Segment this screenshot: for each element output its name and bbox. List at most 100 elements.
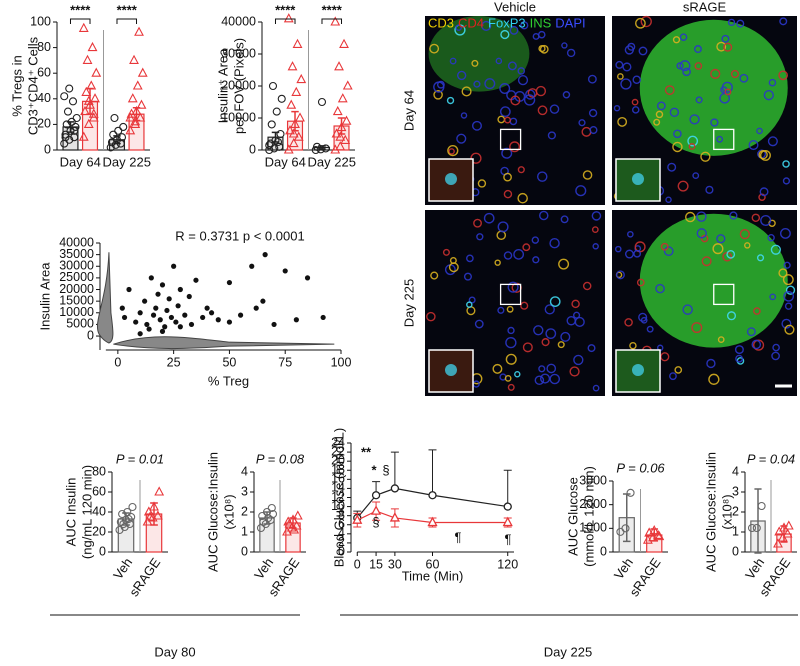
cell	[663, 246, 674, 257]
scatter-point	[126, 286, 132, 293]
cell	[558, 258, 570, 270]
scatter-point	[193, 277, 199, 283]
scatter-point	[282, 268, 288, 274]
cell	[624, 318, 633, 327]
cell	[778, 70, 788, 81]
triangle-marker	[130, 118, 141, 128]
cell	[517, 166, 525, 174]
cell	[507, 326, 515, 335]
cell	[781, 318, 792, 329]
scatter-point	[146, 326, 152, 332]
y-tick-label: 5000	[66, 317, 94, 331]
cell	[520, 21, 529, 30]
error-bar	[622, 493, 631, 543]
scatter-point	[155, 291, 161, 297]
scatter-point	[175, 303, 181, 309]
y-tick-label: 18	[331, 463, 345, 477]
scatter-point	[157, 317, 163, 323]
triangle-marker	[87, 41, 98, 52]
cell	[687, 135, 699, 147]
cell	[504, 116, 512, 124]
error-bar	[271, 131, 280, 143]
triangle-marker	[83, 118, 94, 128]
cell	[533, 325, 544, 336]
cell	[562, 91, 571, 99]
cell	[522, 243, 531, 252]
cell	[759, 187, 769, 197]
circle-marker	[277, 94, 286, 103]
annotation: ¶	[455, 529, 462, 544]
scatter-point	[304, 275, 311, 281]
error-bar	[428, 449, 437, 496]
circle-marker	[117, 133, 127, 142]
y-tick-label: 0	[600, 544, 607, 558]
cell	[578, 119, 586, 127]
circle-marker	[371, 491, 381, 500]
cell	[783, 290, 795, 302]
cell	[466, 254, 474, 263]
y-axis-label: AUC Glucose:Insulin	[703, 452, 718, 572]
circle-marker	[267, 120, 276, 129]
cell	[716, 234, 726, 244]
y-tick-label: 35000	[59, 247, 94, 261]
scatter-point	[237, 312, 244, 318]
cell	[673, 129, 682, 139]
circle-marker	[312, 142, 322, 151]
y-tick-label: 3	[732, 484, 739, 498]
triangle-marker	[127, 93, 138, 103]
scatter-point	[133, 319, 139, 325]
cell	[748, 140, 759, 151]
cell	[695, 96, 703, 104]
circle-marker	[626, 488, 635, 497]
circle-marker	[268, 81, 278, 91]
circle-marker	[63, 107, 73, 116]
y-tick-label: 20000	[221, 78, 256, 92]
cell	[629, 341, 637, 350]
triangle-marker	[125, 112, 136, 122]
circle-marker	[72, 113, 81, 123]
triangle-marker	[288, 137, 299, 148]
scatter-point	[119, 305, 125, 311]
cell	[436, 80, 445, 89]
cell	[726, 311, 737, 321]
scatter-point	[177, 286, 183, 293]
cell	[569, 366, 580, 377]
cell	[573, 354, 584, 366]
triangle-marker	[284, 518, 295, 528]
cell	[785, 285, 796, 295]
cell	[522, 342, 533, 353]
triangle-marker	[80, 105, 90, 116]
cell	[442, 248, 450, 256]
significance: ****	[322, 2, 343, 17]
circle-marker	[128, 502, 137, 512]
y-tick-label: 80	[37, 40, 51, 54]
cell	[494, 259, 501, 266]
y-tick-label: 40	[92, 504, 106, 518]
cell	[456, 70, 467, 81]
scatter-point	[159, 328, 166, 334]
cell	[692, 172, 700, 180]
scatter-point	[164, 307, 170, 314]
y-tick-label: 4	[732, 464, 739, 478]
cell	[672, 141, 683, 153]
y-tick-label: 80	[92, 464, 106, 478]
cell	[627, 230, 634, 238]
cell	[691, 322, 703, 334]
channel-label: CD4	[458, 15, 484, 30]
circle-marker	[114, 126, 123, 135]
x-tick-label: 15	[369, 557, 383, 571]
cell	[739, 73, 749, 83]
cell	[537, 105, 548, 116]
circle-marker	[124, 514, 133, 524]
triangle-marker	[90, 93, 100, 103]
cell	[735, 354, 744, 363]
cell	[470, 152, 482, 164]
cell	[759, 149, 771, 161]
cell	[696, 211, 707, 222]
triangle-marker	[389, 512, 400, 522]
cell	[501, 147, 513, 159]
x-tick-label: 75	[278, 355, 292, 369]
cell	[694, 45, 702, 53]
islet	[639, 19, 788, 156]
triangle-marker	[337, 93, 348, 103]
